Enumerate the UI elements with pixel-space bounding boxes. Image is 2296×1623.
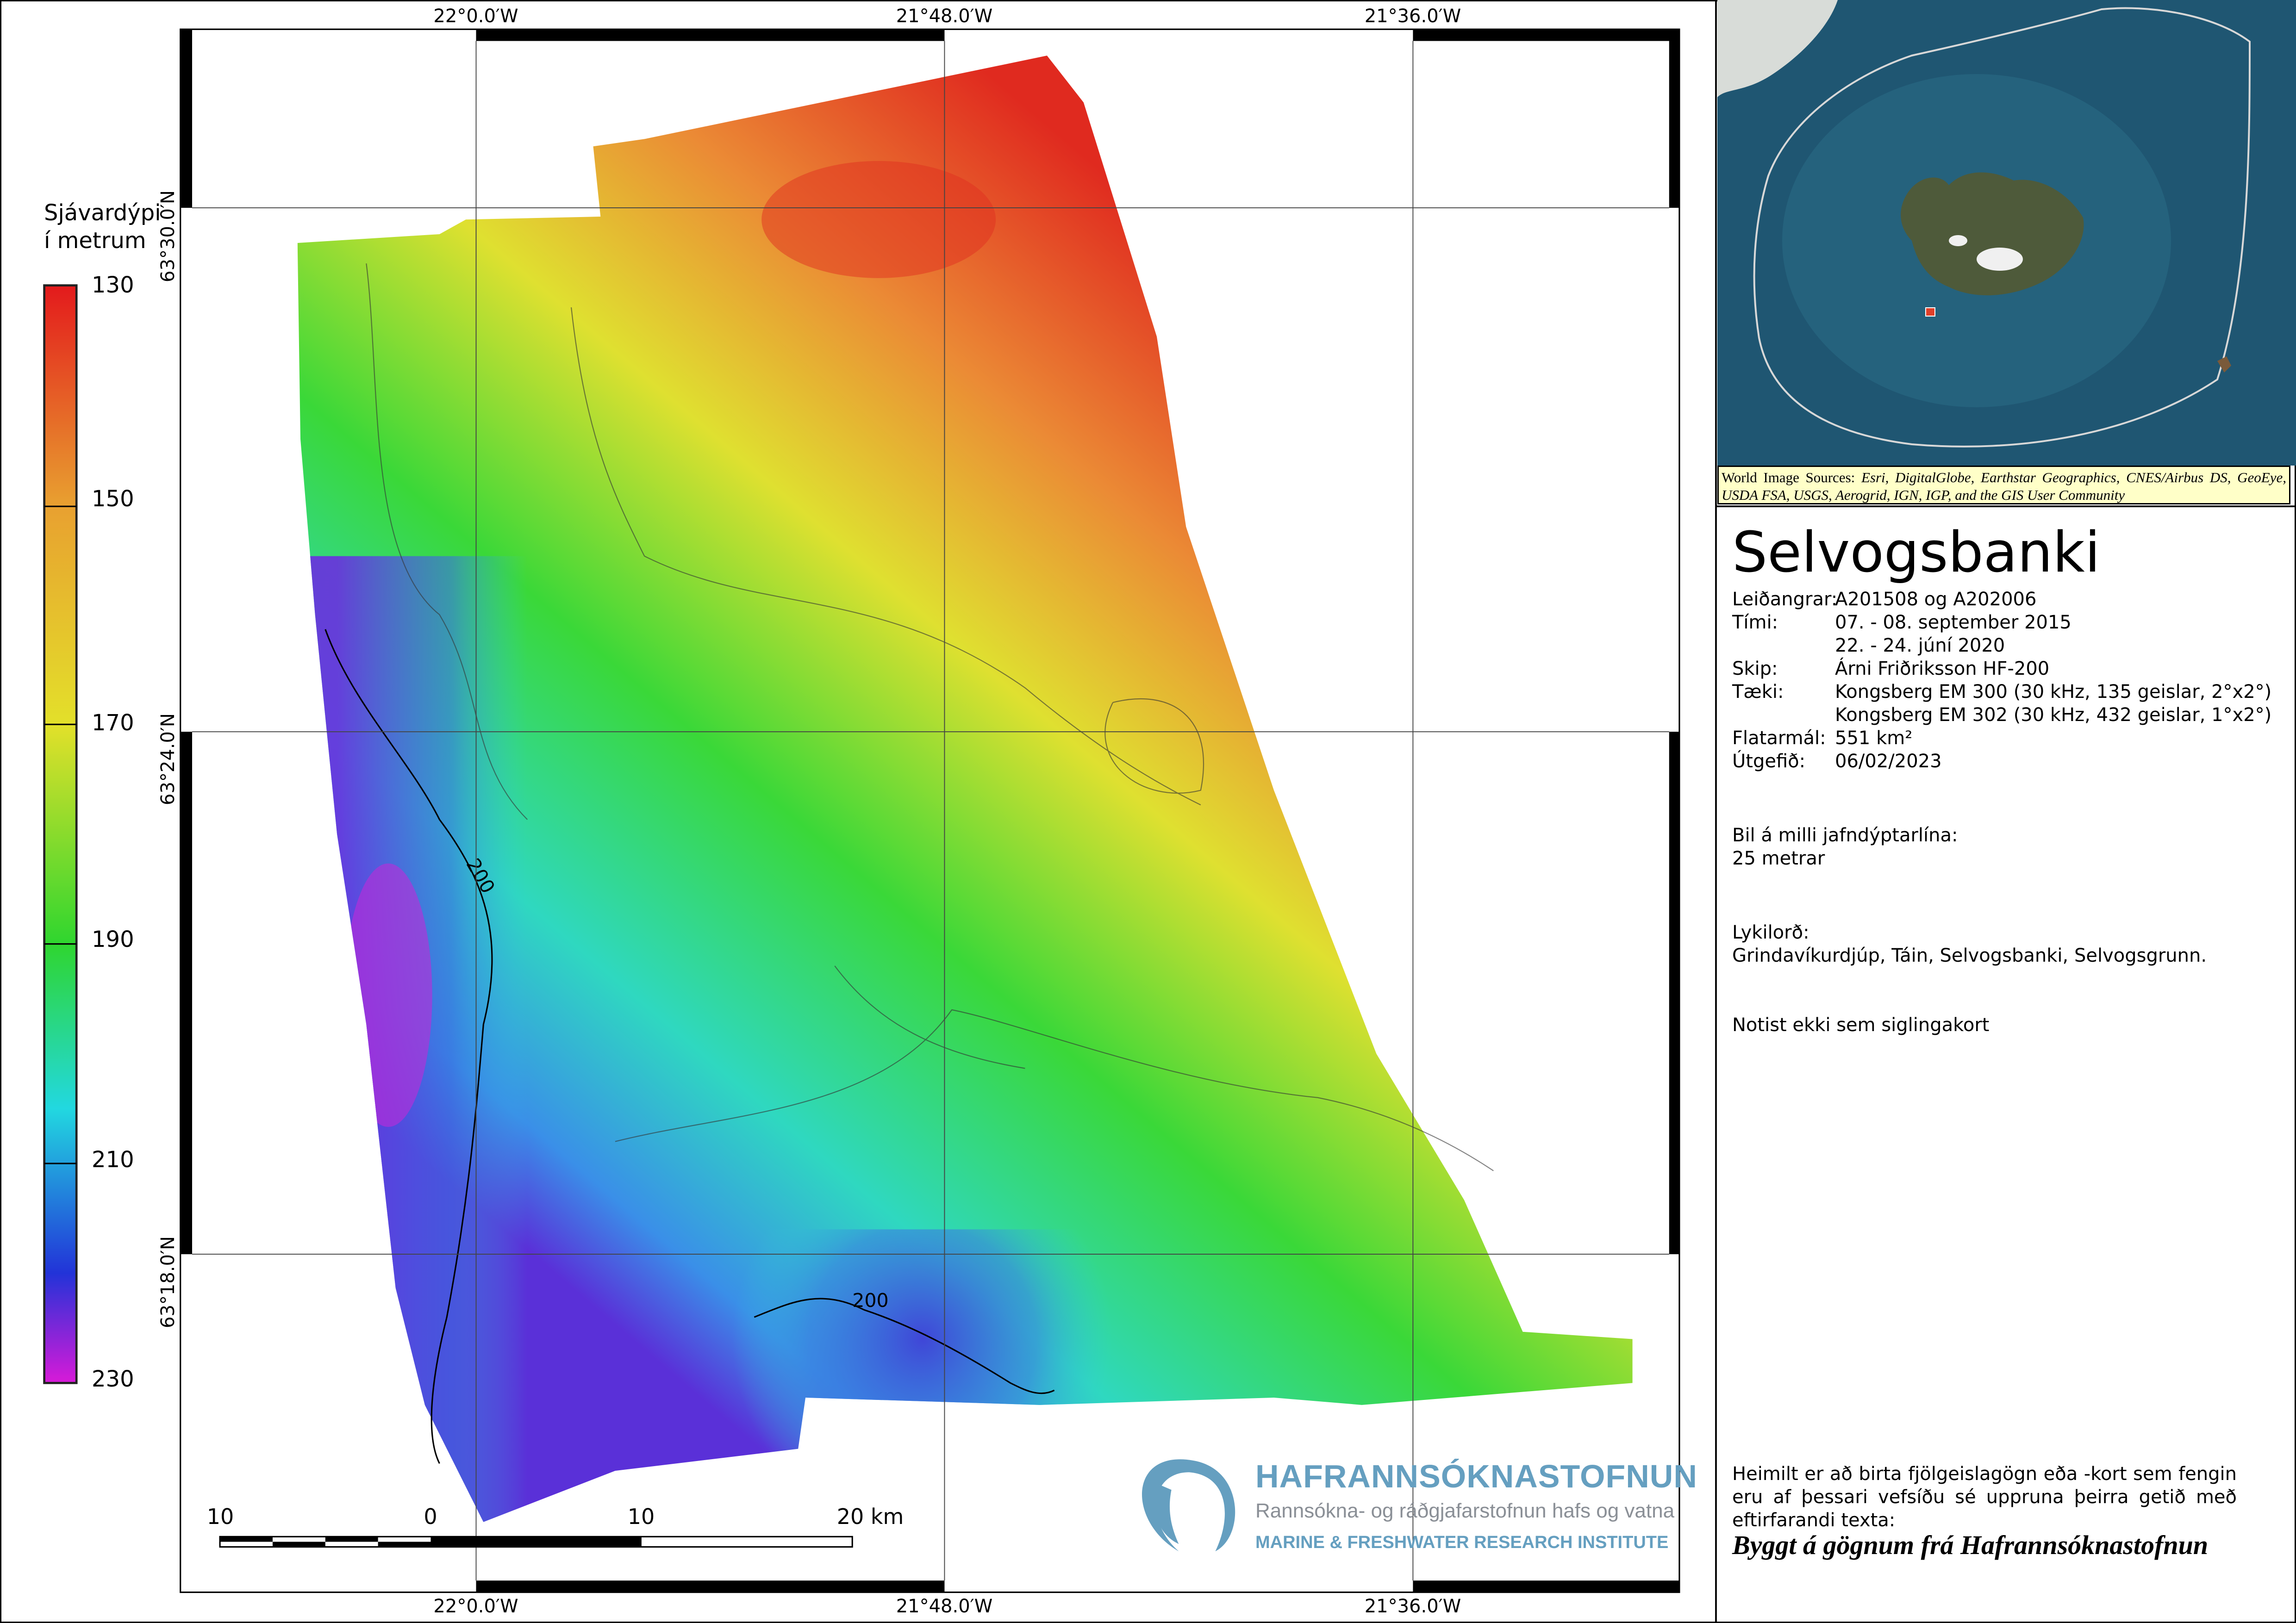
lat-label-2: 63°24.0′N [157, 713, 179, 805]
citation-text: Byggt á gögnum frá Hafrannsóknastofnun [1732, 1530, 2209, 1560]
frame-ticks [180, 29, 1679, 1592]
map-title: Selvogsbanki [1732, 521, 2101, 585]
contour-interval-label: Bil á milli jafndýptarlína: [1732, 825, 1958, 846]
legend-tick-210: 210 [92, 1147, 134, 1173]
info-row: Kongsberg EM 302 (30 kHz, 432 geislar, 1… [1835, 704, 2272, 726]
mri-logo-icon [1142, 1459, 1235, 1552]
scale-label-20km: 20 km [836, 1504, 904, 1529]
inset-overview-map[interactable] [1717, 0, 2296, 466]
keywords-label: Lykilorð: [1732, 922, 1809, 943]
legend-tick-150: 150 [92, 486, 134, 512]
legend-tick-230: 230 [92, 1366, 134, 1392]
info-row: Útgefið: 06/02/2023 [1732, 751, 1942, 772]
legend-title-line1: Sjávardýpi [44, 200, 161, 226]
iceland-shape [1901, 172, 2084, 296]
graticule [192, 41, 1669, 1581]
info-row: Tími: 07. - 08. september 2015 [1732, 612, 2071, 633]
lon-label-bottom-1: 22°0.0′W [433, 1596, 518, 1617]
info-row: 22. - 24. júní 2020 [1835, 635, 2005, 656]
info-row: Skip: Árni Friðriksson HF-200 [1732, 658, 2050, 679]
survey-area-marker [1925, 307, 1935, 317]
permission-text: Heimilt er að birta fjölgeislagögn eða -… [1732, 1463, 2237, 1531]
scale-label-0: 0 [424, 1504, 437, 1529]
info-panel: Selvogsbanki Leiðangrar: A201508 og A2020… [1732, 518, 2278, 1037]
legend-tick-130: 130 [92, 272, 134, 298]
keywords: Grindavíkurdjúp, Táin, Selvogsbanki, Sel… [1732, 945, 2207, 966]
inset-attribution: World Image Sources: Esri, DigitalGlobe,… [1717, 466, 2290, 504]
contour-label-200-south: 200 [852, 1289, 888, 1312]
lon-label-bottom-3: 21°36.0′W [1364, 1596, 1461, 1617]
scale-bar [219, 1536, 853, 1548]
lon-label-top-3: 21°36.0′W [1364, 6, 1461, 27]
legend-ticks [44, 505, 77, 1164]
contour-200 [324, 629, 1055, 1464]
info-row: Leiðangrar: A201508 og A202006 [1732, 589, 2037, 610]
legend-tick-170: 170 [92, 710, 134, 736]
inset-map-image [1717, 0, 2296, 466]
contour-lines [366, 263, 1494, 1171]
legend-title-line2: í metrum [44, 228, 146, 254]
legend-color-bar [43, 284, 78, 1384]
lon-label-bottom-2: 21°48.0′W [896, 1596, 993, 1617]
scale-label-10-left: 10 [206, 1504, 234, 1529]
logo-subtitle: Rannsókna- og ráðgjafarstofnun hafs og v… [1255, 1499, 1675, 1522]
lat-label-3: 63°18.0′N [157, 1236, 179, 1328]
logo-english: MARINE & FRESHWATER RESEARCH INSTITUTE [1255, 1533, 1669, 1552]
contour-interval-value: 25 metrar [1732, 848, 1825, 869]
scale-label-10-right: 10 [627, 1504, 655, 1529]
info-row: Tæki: Kongsberg EM 300 (30 kHz, 135 geisl… [1732, 681, 2272, 703]
lon-label-top-1: 22°0.0′W [433, 6, 518, 27]
lon-label-top-2: 21°48.0′W [896, 6, 993, 27]
logo-name: HAFRANNSÓKNASTOFNUN [1255, 1458, 1697, 1494]
navigation-disclaimer: Notist ekki sem siglingakort [1732, 1014, 1990, 1036]
greenland-shape [1717, 0, 1838, 97]
legend-tick-190: 190 [92, 927, 134, 952]
info-row: Flatarmál: 551 km² [1732, 728, 1913, 749]
eez-boundary [1753, 7, 2251, 448]
